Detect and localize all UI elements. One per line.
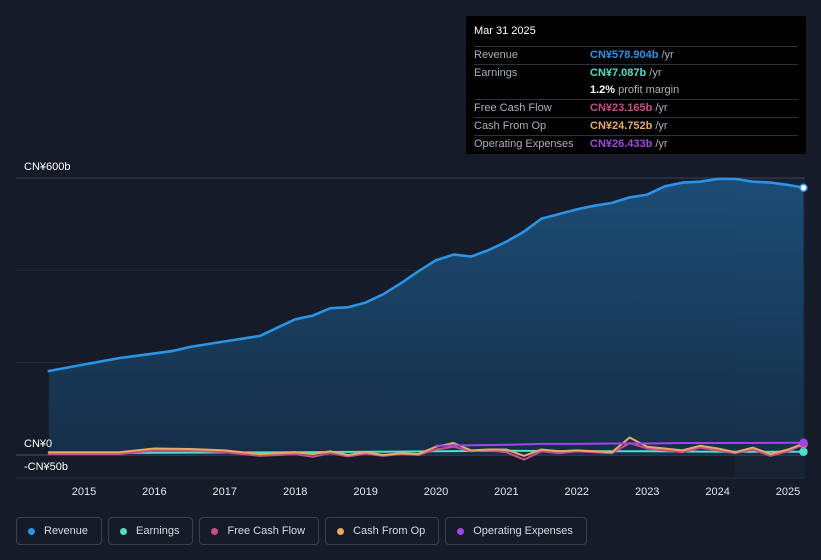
legend-dot-icon [28,527,35,535]
legend-item-revenue[interactable]: Revenue [16,517,103,545]
tooltip-label: Earnings [474,67,518,79]
legend-dot-icon [337,527,345,535]
legend-item-earnings[interactable]: Earnings [108,517,194,545]
tooltip-label: Cash From Op [474,120,547,132]
tooltip-value: CN¥578.904b [590,49,659,61]
x-tick-label: 2024 [705,486,729,498]
tooltip-value: CN¥24.752b [590,120,653,132]
tooltip-label [474,82,590,99]
legend-item-operating-expenses[interactable]: Operating Expenses [445,517,587,545]
tooltip-unit: /yr [649,67,662,79]
tooltip-row-free-cash-flow: Free Cash Flow CN¥23.165b /yr [474,99,798,117]
tooltip-row-earnings: Earnings CN¥7.087b /yr [474,64,798,82]
tooltip-unit: profit margin [618,84,680,96]
x-tick-label: 2017 [213,486,237,498]
tooltip-panel: Mar 31 2025 Revenue CN¥578.904b /yr Earn… [466,16,806,154]
tooltip-date: Mar 31 2025 [474,25,536,37]
tooltip-label: Free Cash Flow [474,102,552,114]
legend-label: Revenue [44,525,89,537]
x-tick-label: 2016 [142,486,166,498]
operating-expenses-end-point [799,438,808,448]
legend-dot-icon [211,527,219,535]
x-tick-label: 2023 [635,486,659,498]
legend-dot-icon [120,527,128,535]
chart: 2015 2016 2017 2018 2019 2020 2021 2022 2023 2024… [16,161,808,498]
tooltip-value: CN¥7.087b [590,67,647,79]
free-cash-flow-line [47,442,805,461]
revenue-end-point [799,183,808,192]
revenue-line [47,177,805,373]
cash-from-op-line [47,436,805,457]
x-tick-label: 2022 [565,486,589,498]
tooltip-value: CN¥23.165b [590,102,653,114]
tooltip-row-cash-from-op: Cash From Op CN¥24.752b /yr [474,117,798,135]
legend-item-free-cash-flow[interactable]: Free Cash Flow [199,517,320,545]
legend-dot-icon [457,527,465,535]
revenue-area [48,178,804,455]
y-label-top: CN¥600b [24,161,70,173]
tooltip-unit: /yr [655,102,668,114]
legend: Revenue Earnings Free Cash Flow Cash Fro… [16,517,587,547]
tooltip-value: 1.2% [590,84,616,96]
tooltip-row-revenue: Revenue CN¥578.904b /yr [474,46,798,64]
x-tick-label: 2019 [353,486,377,498]
x-tick-label: 2020 [424,486,448,498]
y-label-zero: CN¥0 [24,438,52,450]
y-label-bottom: -CN¥50b [24,461,68,473]
legend-label: Earnings [136,525,180,537]
legend-label: Free Cash Flow [227,525,306,537]
x-tick-label: 2015 [72,486,96,498]
tooltip-row-operating-expenses: Operating Expenses CN¥26.433b /yr [474,135,798,153]
x-tick-label: 2021 [494,486,518,498]
legend-item-cash-from-op[interactable]: Cash From Op [325,517,440,545]
x-tick-label: 2025 [776,486,800,498]
earnings-end-point [799,447,808,457]
operating-expenses-line [435,441,805,447]
tooltip-unit: /yr [661,49,674,61]
legend-label: Cash From Op [353,525,426,537]
tooltip-row-profit-margin: 1.2% profit margin [474,82,798,99]
tooltip-label: Revenue [474,49,519,61]
tooltip-unit: /yr [655,138,668,150]
tooltip-label: Operating Expenses [474,138,574,150]
legend-label: Operating Expenses [473,525,573,537]
tooltip-value: CN¥26.433b [590,138,653,150]
x-tick-label: 2018 [283,486,307,498]
tooltip-unit: /yr [655,120,668,132]
